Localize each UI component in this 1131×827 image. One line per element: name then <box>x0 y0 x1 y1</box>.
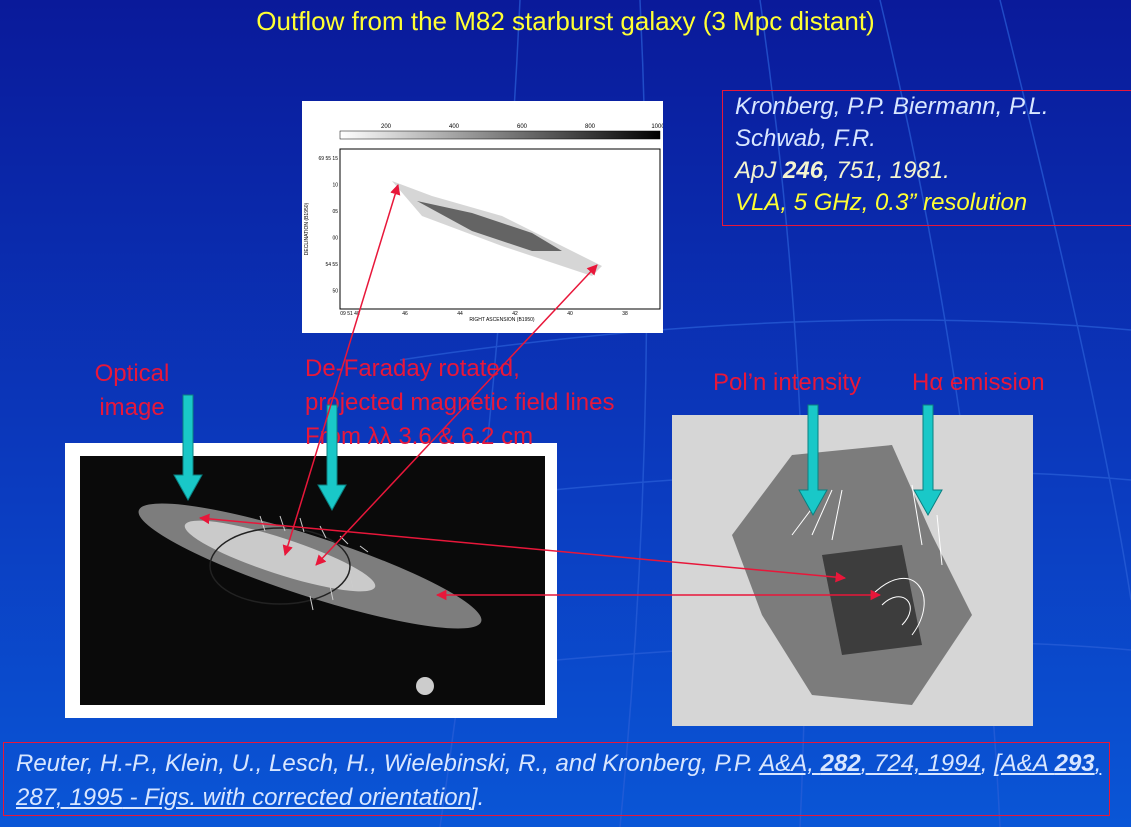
cite-rest: , 287, 1995 <box>16 750 1102 811</box>
ref-volume: 246 <box>783 157 824 184</box>
cite-link[interactable]: [A&A 293, 287, 1995 - Figs. with correct… <box>16 750 1101 811</box>
x-tick-label: 38 <box>622 311 628 317</box>
cite-authors: Reuter, H.-P., Klein, U., Lesch, H., Wie… <box>16 750 760 777</box>
cite-rest: , 724, 1994 <box>860 750 981 777</box>
colorbar-tick-label: 200 <box>381 124 392 130</box>
pol-label: Pol’n intensity <box>713 369 862 396</box>
cite-journal: A&A, <box>759 750 821 777</box>
ref-journal: ApJ <box>735 157 784 184</box>
cite-volume: 293 <box>1054 750 1095 777</box>
cite-end: ]. <box>470 784 485 811</box>
cite-journal: [A&A <box>994 750 1055 777</box>
citation: Reuter, H.-P., Klein, U., Lesch, H., Wie… <box>3 742 1110 816</box>
ref-rest: , 751, 1981. <box>823 157 950 184</box>
colorbar-tick-label: 800 <box>585 124 596 130</box>
cite-link[interactable]: A&A, 282, 724, 1994 <box>759 750 981 777</box>
slide-title: Outflow from the M82 starburst galaxy (3… <box>256 6 875 36</box>
label-line: image <box>99 394 165 421</box>
ref-line: Kronberg, P.P. Biermann, P.L. <box>735 93 1049 120</box>
optical-label: Optical image <box>86 361 178 421</box>
colorbar-tick-label: 600 <box>517 124 528 130</box>
halpha-label: Hα emission <box>912 369 1045 396</box>
label-line: Optical <box>94 360 170 387</box>
cite-volume: 282 <box>820 750 861 777</box>
cite-note: - Figs. with corrected orientation <box>122 784 471 811</box>
reference-box: Kronberg, P.P. Biermann, P.L. Schwab, F.… <box>722 90 1131 226</box>
cite-sep: , <box>980 750 995 777</box>
colorbar-tick-label: 400 <box>449 124 460 130</box>
ref-line: VLA, 5 GHz, 0.3” resolution <box>735 189 1028 216</box>
ref-line: Schwab, F.R. <box>735 125 876 152</box>
ref-line: ApJ 246, 751, 1981. <box>735 155 1131 187</box>
colorbar-tick-label: 1000 <box>651 124 663 130</box>
y-tick-label: 69 55 15 <box>319 156 339 162</box>
